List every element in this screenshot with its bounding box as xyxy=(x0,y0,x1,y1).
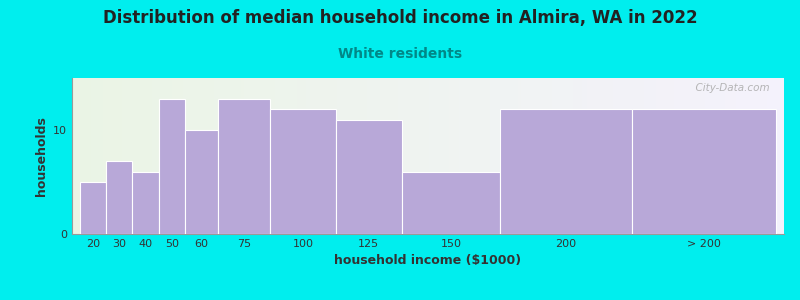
Bar xyxy=(336,120,402,234)
Bar xyxy=(270,109,336,234)
Bar xyxy=(185,130,218,234)
Text: White residents: White residents xyxy=(338,46,462,61)
Bar xyxy=(632,109,776,234)
Text: City-Data.com: City-Data.com xyxy=(689,83,770,93)
Bar xyxy=(402,172,500,234)
Y-axis label: households: households xyxy=(34,116,47,196)
Bar xyxy=(106,161,133,234)
Text: Distribution of median household income in Almira, WA in 2022: Distribution of median household income … xyxy=(102,9,698,27)
X-axis label: household income ($1000): household income ($1000) xyxy=(334,254,522,267)
Bar xyxy=(80,182,106,234)
Bar xyxy=(500,109,632,234)
Bar xyxy=(158,99,185,234)
Bar xyxy=(133,172,158,234)
Bar xyxy=(218,99,270,234)
